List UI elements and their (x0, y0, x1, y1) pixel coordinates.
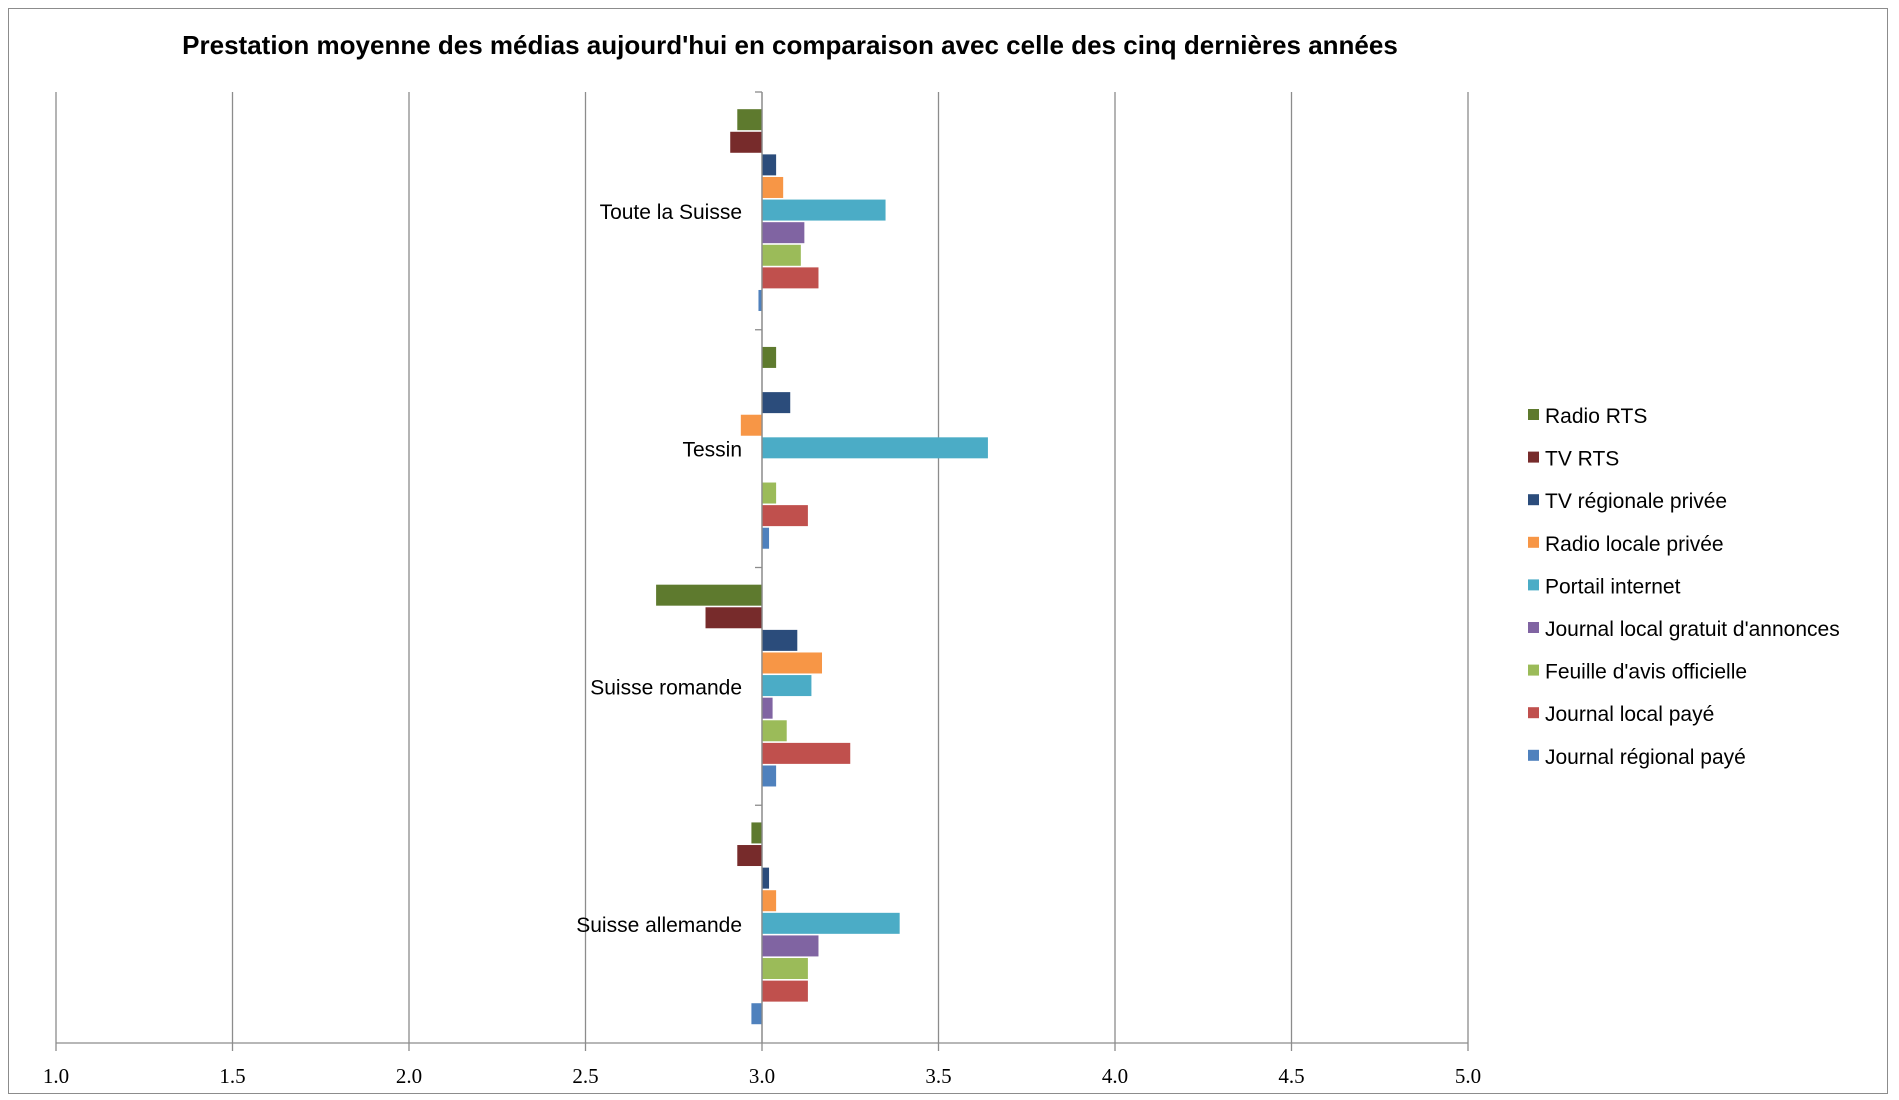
legend-swatch (1528, 494, 1539, 506)
category-label: Suisse allemande (576, 914, 742, 937)
bar (751, 1003, 762, 1025)
legend-label: Journal local gratuit d'annonces (1545, 618, 1840, 641)
bar (762, 958, 808, 980)
bar (758, 289, 762, 311)
legend-swatch (1528, 622, 1539, 633)
bar (705, 607, 762, 629)
bar (762, 935, 819, 957)
legend-swatch (1528, 451, 1539, 463)
bar (762, 867, 770, 889)
category-labels: Toute la Suisse Tessin Suisse romande Suiss… (576, 201, 742, 937)
legend-label: Radio locale privée (1545, 533, 1724, 556)
bar (762, 697, 773, 719)
x-tick-label: 4.0 (1102, 1064, 1128, 1088)
x-tick-label: 1.5 (219, 1064, 245, 1088)
bar (762, 527, 770, 549)
bar (762, 482, 777, 504)
legend-label: Portail internet (1545, 575, 1681, 598)
bar (762, 742, 851, 764)
x-tick-label: 2.0 (396, 1064, 422, 1088)
legend-swatch (1528, 409, 1539, 420)
x-tick-label: 5.0 (1455, 1064, 1481, 1088)
x-tick-label: 4.5 (1278, 1064, 1304, 1088)
x-tick-label: 2.5 (572, 1064, 598, 1088)
bar (762, 222, 805, 244)
category-label: Tessin (682, 439, 742, 462)
category-label: Suisse romande (590, 676, 742, 699)
legend-swatch (1528, 664, 1539, 676)
x-tick-label: 1.0 (43, 1064, 69, 1088)
bar (762, 244, 801, 266)
x-tick-label: 3.5 (925, 1064, 951, 1088)
bar (762, 912, 900, 934)
bar (737, 109, 762, 131)
bar (762, 392, 791, 414)
bar (762, 505, 808, 527)
bar (762, 765, 777, 787)
legend-label: TV régionale privée (1545, 490, 1727, 513)
legend-label: Journal régional payé (1545, 746, 1746, 769)
bars (656, 109, 988, 1025)
bar (762, 154, 777, 176)
legend-swatch (1528, 707, 1539, 719)
bar (762, 629, 798, 651)
axes (55, 91, 1469, 1051)
bar (762, 675, 812, 697)
legend-label: Feuille d'avis officielle (1545, 661, 1747, 684)
chart-title: Prestation moyenne des médias aujourd'hu… (182, 30, 1398, 60)
chart-frame (8, 8, 1888, 1094)
legend-swatch (1528, 536, 1539, 548)
bar (762, 176, 784, 198)
bar (762, 437, 988, 459)
legend-swatch (1528, 749, 1539, 761)
bar (730, 131, 762, 153)
bar (762, 890, 777, 912)
bar (762, 346, 777, 368)
bar (762, 720, 787, 742)
legend: Radio RTS TV RTS TV régionale privée Radio … (1528, 405, 1840, 769)
bar (737, 845, 762, 867)
legend-label: Journal local payé (1545, 703, 1714, 726)
bar (762, 199, 886, 221)
bar (762, 980, 808, 1002)
legend-swatch (1528, 579, 1539, 591)
bar (656, 584, 762, 606)
x-tick-label: 3.0 (749, 1064, 775, 1088)
bar (751, 822, 762, 844)
gridlines (55, 92, 1469, 1043)
bar (762, 652, 823, 674)
legend-label: Radio RTS (1545, 405, 1647, 428)
legend-label: TV RTS (1545, 448, 1619, 471)
category-label: Toute la Suisse (600, 201, 742, 224)
tick-labels: 1.0 1.5 2.0 2.5 3.0 3.5 4.0 4.5 5.0 (43, 1064, 1481, 1088)
bar (740, 414, 762, 436)
bar (762, 267, 819, 289)
